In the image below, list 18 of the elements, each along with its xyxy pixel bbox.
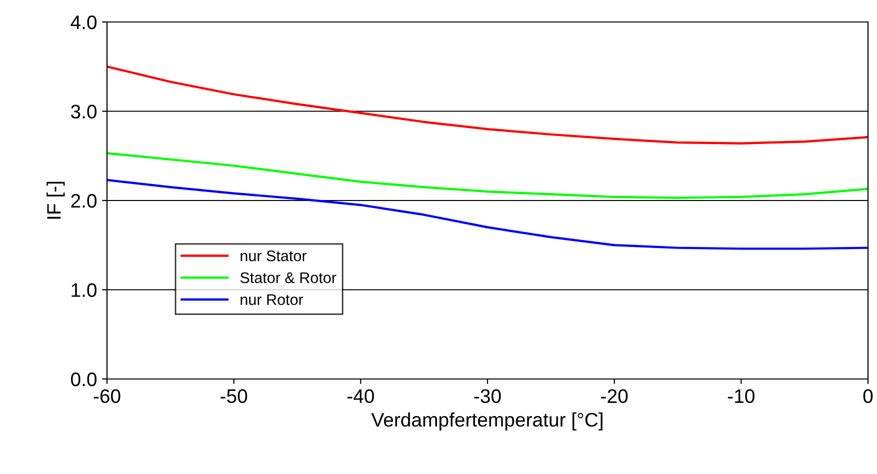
x-tick-label: -10	[728, 389, 754, 404]
x-tick-label: -30	[474, 389, 501, 404]
x-tick-label: -60	[94, 389, 120, 404]
x-tick-label: -50	[220, 389, 248, 404]
y-tick-label: 3.0	[70, 104, 97, 118]
legend-label: nur Stator	[240, 250, 307, 262]
y-tick-label: 0.0	[71, 372, 97, 386]
y-axis-title: IF [-]	[46, 182, 65, 219]
y-tick-label: 4.0	[70, 15, 97, 30]
x-axis-title: Verdampfertemperatur [°C]	[371, 412, 602, 431]
x-tick-label: -20	[601, 389, 628, 404]
line-series	[107, 152, 868, 199]
x-tick-label: 0	[863, 389, 873, 404]
y-tick-label: 1.0	[72, 283, 97, 297]
legend-label: Stator & Rotor	[240, 272, 336, 284]
legend-label: nur Rotor	[240, 294, 304, 306]
x-tick-label: -40	[347, 389, 374, 404]
y-tick-label: 2.0	[71, 194, 97, 208]
